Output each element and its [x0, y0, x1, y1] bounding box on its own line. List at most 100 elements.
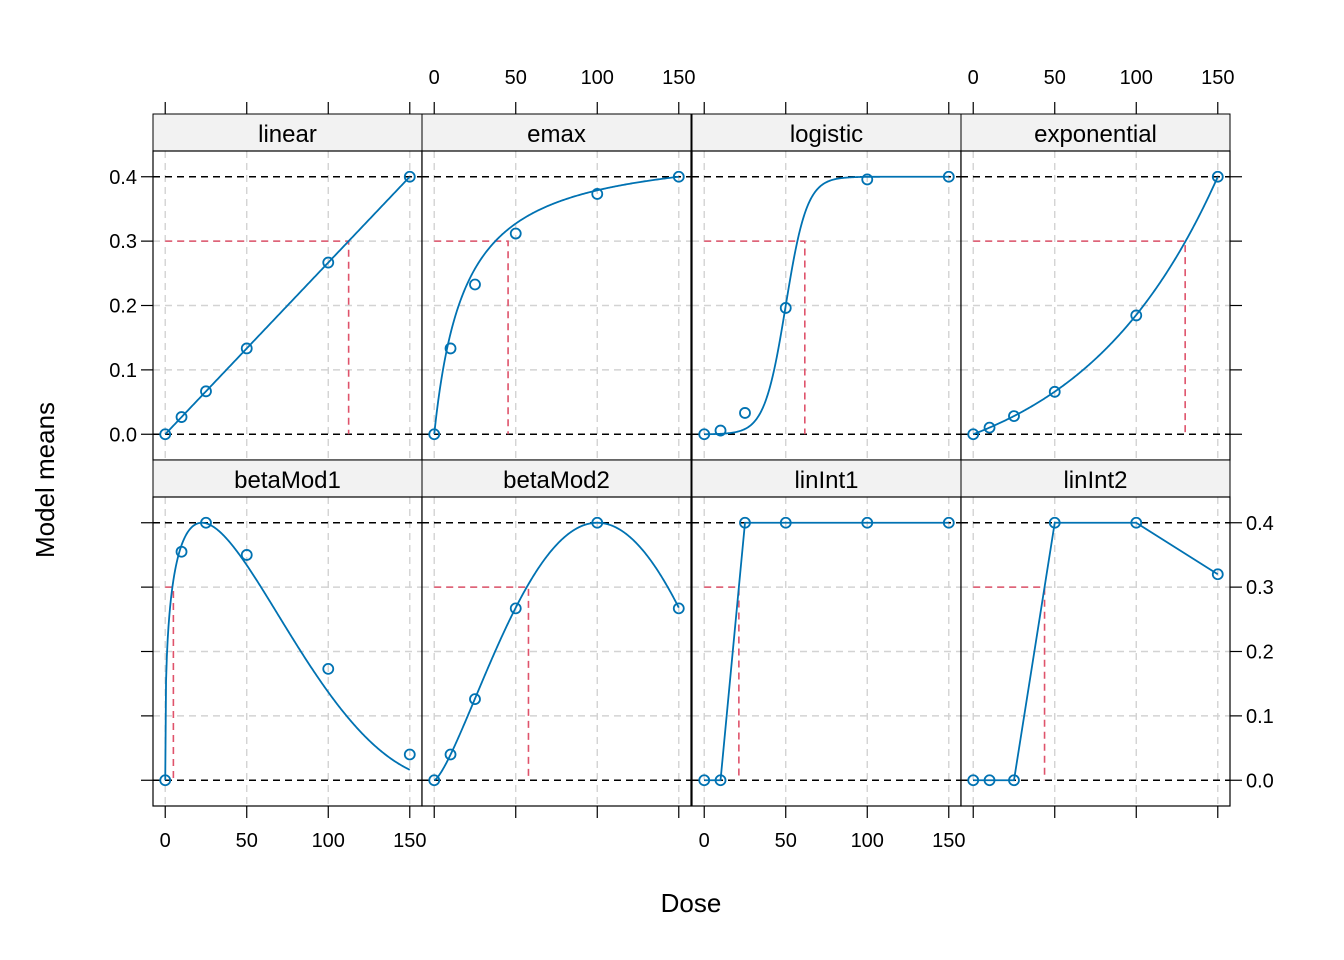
- panel-emax: emax: [421, 113, 692, 461]
- data-point: [1130, 516, 1143, 529]
- data-point: [983, 774, 996, 787]
- data-point: [403, 170, 416, 183]
- y-tick-label: 0.4: [109, 167, 137, 189]
- axes-layer: 0 50 100 150 0 50 100 150 0 50 100 150 0 50 100 150 0.0 0…: [109, 67, 1274, 852]
- target-dose-line: [973, 240, 1186, 435]
- x-tick-label: 50: [236, 830, 258, 852]
- data-point: [240, 342, 253, 355]
- data-point: [444, 342, 457, 355]
- data-point: [200, 516, 212, 529]
- x-tick-label: 50: [505, 67, 527, 89]
- y-tick-label: 0.1: [1246, 706, 1274, 728]
- y-tick-label: 0.4: [1246, 513, 1274, 535]
- data-point: [779, 302, 792, 314]
- x-tick-label: 0: [968, 67, 979, 89]
- panel-title-emax: emax: [527, 121, 586, 148]
- panel-title-betaMod2: betaMod2: [503, 467, 610, 494]
- panel-title-linInt1: linInt1: [794, 467, 858, 494]
- model-curve-exponential: [972, 176, 1219, 436]
- panel-linear: linear: [152, 113, 423, 461]
- model-curve-linear: [164, 176, 411, 435]
- data-point: [861, 173, 874, 186]
- data-point: [861, 516, 874, 529]
- x-tick-label: 150: [393, 830, 426, 852]
- x-tick-label: 150: [932, 830, 965, 852]
- x-tick-label: 100: [312, 830, 345, 852]
- data-point: [672, 170, 685, 183]
- x-tick-label: 150: [662, 67, 695, 89]
- model-curve-linInt1: [704, 521, 949, 782]
- data-point: [739, 407, 751, 419]
- data-point: [428, 774, 441, 787]
- panel-strip-emax: [421, 113, 692, 152]
- panel-linInt1: linInt1: [691, 459, 962, 807]
- x-tick-label: 100: [1120, 67, 1153, 89]
- panel-title-betaMod1: betaMod1: [234, 467, 341, 494]
- data-point: [779, 516, 792, 529]
- y-tick-label: 0.1: [109, 360, 137, 382]
- data-point: [175, 545, 188, 558]
- data-point: [1130, 309, 1143, 322]
- model-curve-emax: [433, 175, 679, 435]
- data-point: [698, 774, 711, 787]
- data-point: [159, 428, 172, 441]
- target-dose-line: [434, 586, 530, 781]
- panel-strip-linear: [152, 113, 423, 152]
- data-point: [444, 748, 457, 761]
- x-tick-label: 50: [1044, 67, 1066, 89]
- data-point: [469, 278, 481, 291]
- x-tick-label: 50: [775, 830, 797, 852]
- data-point: [942, 516, 955, 529]
- panel-logistic: logistic: [691, 113, 962, 461]
- x-tick-label: 0: [429, 67, 440, 89]
- data-point: [159, 774, 172, 787]
- data-point: [983, 421, 996, 434]
- target-dose-line: [434, 240, 509, 435]
- data-point: [1211, 170, 1224, 183]
- data-point: [509, 602, 522, 615]
- panels-layer: linear emax logistic exponential betaMod1 bet…: [152, 113, 1231, 807]
- data-point: [967, 428, 980, 441]
- data-point: [240, 549, 253, 561]
- model-curve-betaMod1: [164, 521, 411, 781]
- y-tick-label: 0.2: [109, 296, 137, 318]
- panel-exponential: exponential: [960, 113, 1231, 461]
- y-axis-label: Model means: [30, 402, 60, 558]
- data-point: [322, 662, 335, 675]
- data-point: [322, 256, 335, 269]
- panel-strip-linInt2: [960, 459, 1231, 498]
- data-point: [591, 516, 604, 529]
- y-tick-label: 0.0: [1246, 770, 1274, 792]
- target-dose-line: [704, 240, 806, 435]
- data-point: [714, 774, 727, 787]
- data-point: [698, 428, 711, 441]
- y-tick-label: 0.2: [1246, 642, 1274, 664]
- data-point: [1008, 774, 1020, 787]
- data-point: [200, 385, 212, 398]
- data-point: [1008, 410, 1020, 422]
- panel-frame-betaMod2: [421, 496, 692, 807]
- data-point: [967, 774, 980, 787]
- data-point: [469, 693, 481, 706]
- target-dose-line: [165, 586, 175, 781]
- x-axis-label: Dose: [661, 888, 722, 918]
- panel-betaMod2: betaMod2: [421, 459, 692, 807]
- model-curve-logistic: [704, 175, 949, 436]
- data-point: [672, 602, 685, 615]
- panel-strip-betaMod1: [152, 459, 423, 498]
- data-point: [1048, 516, 1061, 529]
- x-tick-label: 0: [160, 830, 171, 852]
- panel-title-logistic: logistic: [790, 121, 863, 148]
- data-point: [509, 227, 522, 240]
- panel-betaMod1: betaMod1: [152, 459, 423, 807]
- y-tick-label: 0.3: [109, 231, 137, 253]
- data-point: [1211, 568, 1224, 581]
- panel-strip-linInt1: [691, 459, 962, 498]
- data-point: [942, 170, 955, 183]
- data-point: [428, 428, 441, 441]
- data-point: [403, 748, 416, 761]
- panel-title-linInt2: linInt2: [1063, 467, 1127, 494]
- data-point: [591, 188, 604, 200]
- data-point: [739, 516, 751, 529]
